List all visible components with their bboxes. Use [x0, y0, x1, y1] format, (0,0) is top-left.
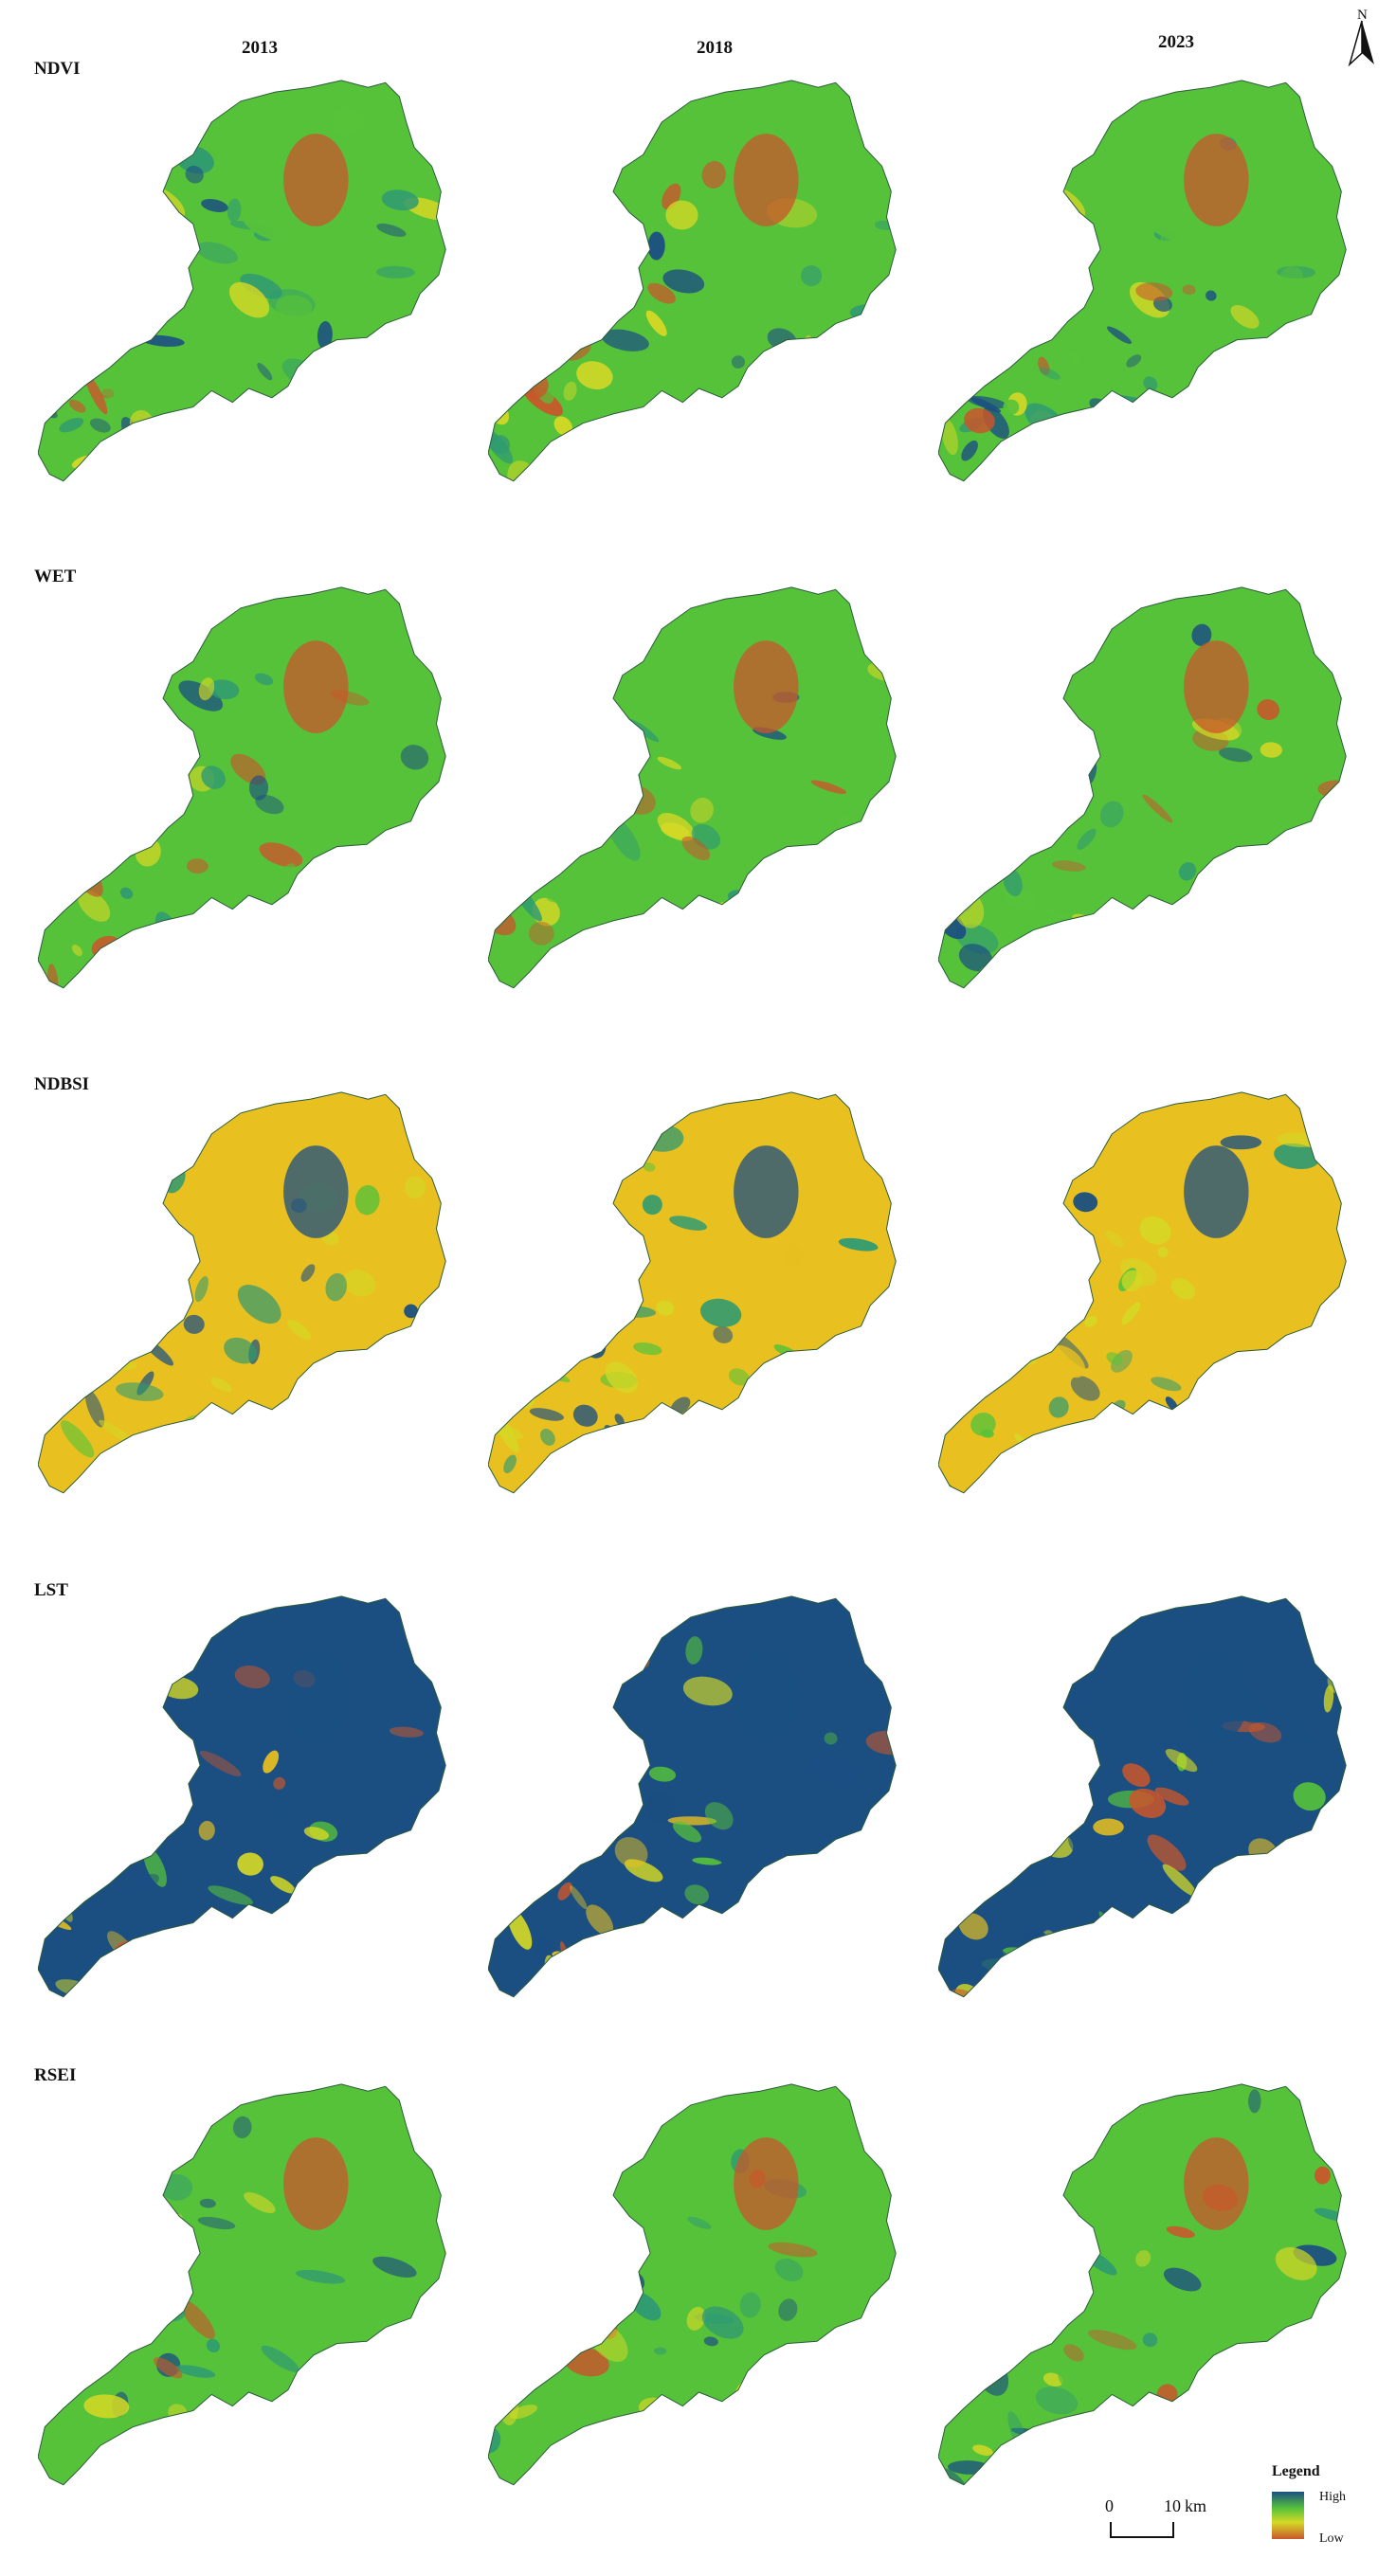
map-wet-2023 — [938, 586, 1347, 989]
map-lst-2023 — [938, 1595, 1347, 1998]
map-ndbsi-2018 — [488, 1091, 897, 1494]
legend-high-label: High — [1319, 2490, 1346, 2504]
map-lst-2018 — [488, 1595, 897, 1998]
map-ndvi-2018 — [488, 80, 897, 482]
scale-bar — [1110, 2522, 1174, 2538]
year-header-2023: 2023 — [1158, 32, 1194, 52]
scale-end-label: 10 — [1164, 2496, 1181, 2515]
map-lst-2013 — [38, 1595, 446, 1998]
map-wet-2018 — [488, 586, 897, 989]
map-wet-2013 — [38, 586, 446, 989]
north-arrow-icon — [1348, 20, 1374, 67]
year-header-2018: 2018 — [697, 38, 733, 58]
map-rsei-2023 — [938, 2083, 1347, 2486]
row-label-ndvi: NDVI — [34, 59, 81, 79]
year-header-2013: 2013 — [242, 38, 278, 58]
map-rsei-2018 — [488, 2083, 897, 2486]
map-ndbsi-2013 — [38, 1091, 446, 1494]
row-label-lst: LST — [34, 1580, 68, 1600]
legend-title: Legend — [1272, 2463, 1320, 2479]
scale-start-label: 0 — [1105, 2496, 1114, 2515]
scale-unit-label: km — [1185, 2496, 1207, 2515]
map-rsei-2013 — [38, 2083, 446, 2486]
legend-color-ramp — [1272, 2492, 1304, 2539]
map-ndvi-2013 — [38, 80, 446, 482]
north-label: N — [1357, 8, 1368, 23]
row-label-ndbsi: NDBSI — [34, 1074, 90, 1094]
map-ndvi-2023 — [938, 80, 1347, 482]
map-ndbsi-2023 — [938, 1091, 1347, 1494]
row-label-wet: WET — [34, 567, 77, 586]
legend-low-label: Low — [1319, 2531, 1344, 2546]
row-label-rsei: RSEI — [34, 2065, 77, 2085]
